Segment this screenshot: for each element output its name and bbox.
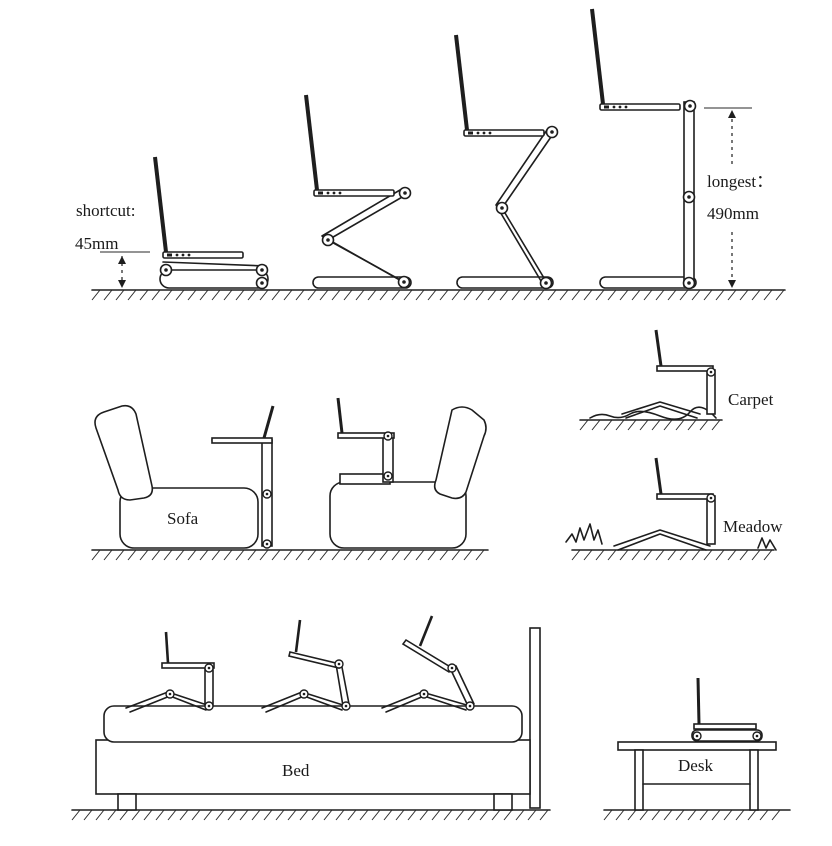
carpet-label: Carpet bbox=[728, 390, 774, 409]
shortcut-label: shortcut: bbox=[76, 201, 136, 220]
dimension-longest: longest： 490mm bbox=[704, 107, 773, 288]
stand-tallest bbox=[587, 7, 697, 290]
stand-bed-3 bbox=[381, 615, 475, 713]
stand-high bbox=[451, 33, 559, 290]
meadow-label: Meadow bbox=[723, 517, 783, 536]
stand-sofa-left bbox=[211, 405, 275, 549]
desk-label: Desk bbox=[678, 756, 713, 775]
ground-line-sofa bbox=[91, 549, 489, 561]
stand-bed-1 bbox=[125, 631, 215, 713]
dimension-shortest: shortcut: 45mm bbox=[75, 201, 150, 288]
stand-sofa-right bbox=[336, 397, 395, 485]
longest-label: longest： bbox=[707, 172, 773, 191]
ground-line-desk bbox=[603, 809, 791, 821]
bed: Bed bbox=[95, 627, 541, 811]
stand-shortest bbox=[150, 155, 269, 290]
ground-line-meadow bbox=[565, 523, 777, 561]
ground-line-top bbox=[91, 289, 786, 301]
sofa-label: Sofa bbox=[167, 509, 199, 528]
desk: Desk bbox=[617, 741, 777, 811]
longest-value: 490mm bbox=[707, 204, 759, 223]
stand-low bbox=[301, 93, 412, 289]
stand-desk bbox=[691, 677, 763, 742]
stand-carpet: Carpet bbox=[621, 329, 774, 419]
stand-bed-2 bbox=[261, 619, 351, 713]
ground-line-bed bbox=[71, 809, 551, 821]
shortcut-value: 45mm bbox=[75, 234, 118, 253]
sofa-right bbox=[329, 406, 487, 549]
ground-line-carpet bbox=[579, 406, 723, 431]
stand-meadow: Meadow bbox=[613, 457, 783, 551]
sofa-left: Sofa bbox=[94, 404, 259, 549]
bed-label: Bed bbox=[282, 761, 310, 780]
